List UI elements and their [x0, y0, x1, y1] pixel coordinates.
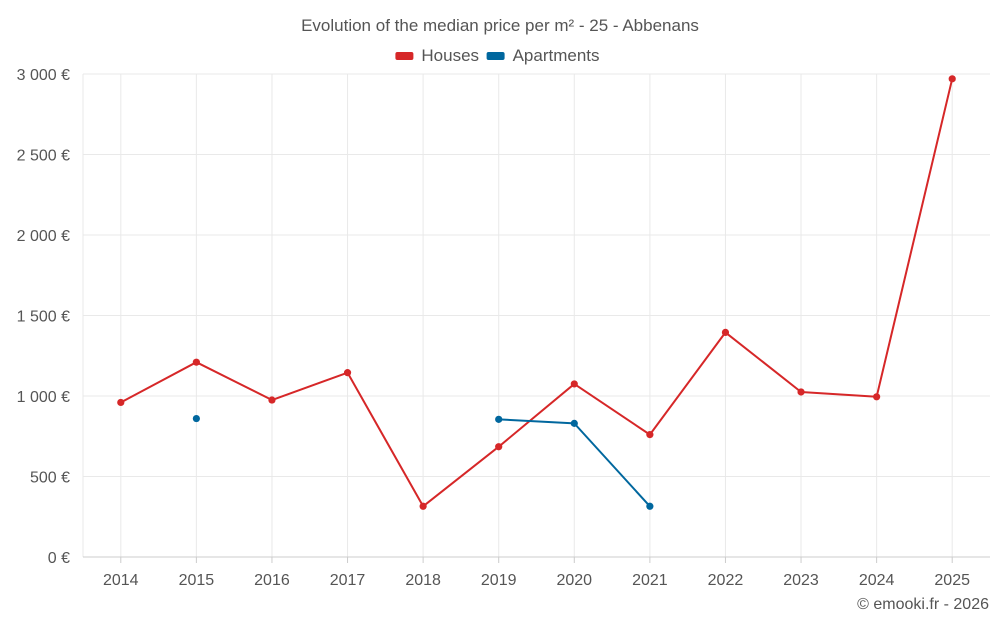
y-tick-label: 500 € [30, 470, 70, 487]
x-tick-label: 2018 [405, 572, 441, 589]
data-point-houses [117, 398, 125, 407]
y-tick-label: 1 500 € [17, 309, 70, 326]
series-layer [117, 75, 956, 510]
data-point-houses [646, 431, 654, 439]
data-point-houses [570, 380, 578, 388]
data-point-houses [192, 358, 200, 366]
legend-label-apartments: Apartments [513, 46, 600, 65]
legend: Houses Apartments [395, 46, 600, 65]
axes: 0 € 500 € 1 000 € 1 500 € 2 000 € 2 500 € 3 00… [17, 67, 990, 589]
x-tick-label: 2016 [254, 572, 290, 589]
data-point-houses [495, 443, 503, 451]
legend-item-apartments[interactable]: Apartments [486, 46, 600, 65]
data-point-houses [948, 75, 956, 83]
x-tick-label: 2024 [859, 572, 895, 589]
legend-swatch-apartments [486, 52, 505, 60]
series-houses [117, 75, 956, 510]
x-tick-label: 2020 [556, 572, 592, 589]
data-point-houses [343, 369, 352, 377]
chart-title: Evolution of the median price per m² - 2… [301, 16, 699, 35]
x-tick-label: 2014 [103, 572, 139, 589]
x-tick-label: 2021 [632, 572, 668, 589]
data-point-apartments [570, 419, 578, 427]
legend-label-houses: Houses [421, 46, 479, 65]
x-tick-label: 2015 [179, 572, 215, 589]
data-point-apartments [192, 414, 200, 423]
data-point-houses [419, 502, 427, 510]
series-apartments [192, 414, 654, 510]
data-point-houses [268, 396, 276, 404]
x-tick-label: 2023 [783, 572, 819, 589]
y-tick-label: 2 500 € [17, 148, 70, 165]
legend-swatch-houses [395, 52, 414, 60]
data-point-apartments [646, 502, 654, 510]
grid [83, 73, 990, 557]
x-tick-label: 2025 [934, 572, 970, 589]
y-tick-label: 3 000 € [17, 67, 70, 84]
y-tick-label: 1 000 € [17, 389, 70, 406]
data-point-houses [797, 388, 805, 396]
legend-item-houses[interactable]: Houses [395, 46, 479, 65]
x-tick-label: 2017 [330, 572, 366, 589]
data-point-houses [721, 328, 730, 337]
credit-text: © emooki.fr - 2026 [857, 596, 989, 613]
data-point-houses [873, 393, 881, 401]
series-line-houses [120, 78, 954, 508]
x-tick-label: 2019 [481, 572, 517, 589]
x-tick-label: 2022 [708, 572, 744, 589]
y-tick-label: 2 000 € [17, 228, 70, 245]
y-tick-label: 0 € [48, 550, 70, 567]
data-point-apartments [495, 415, 503, 423]
